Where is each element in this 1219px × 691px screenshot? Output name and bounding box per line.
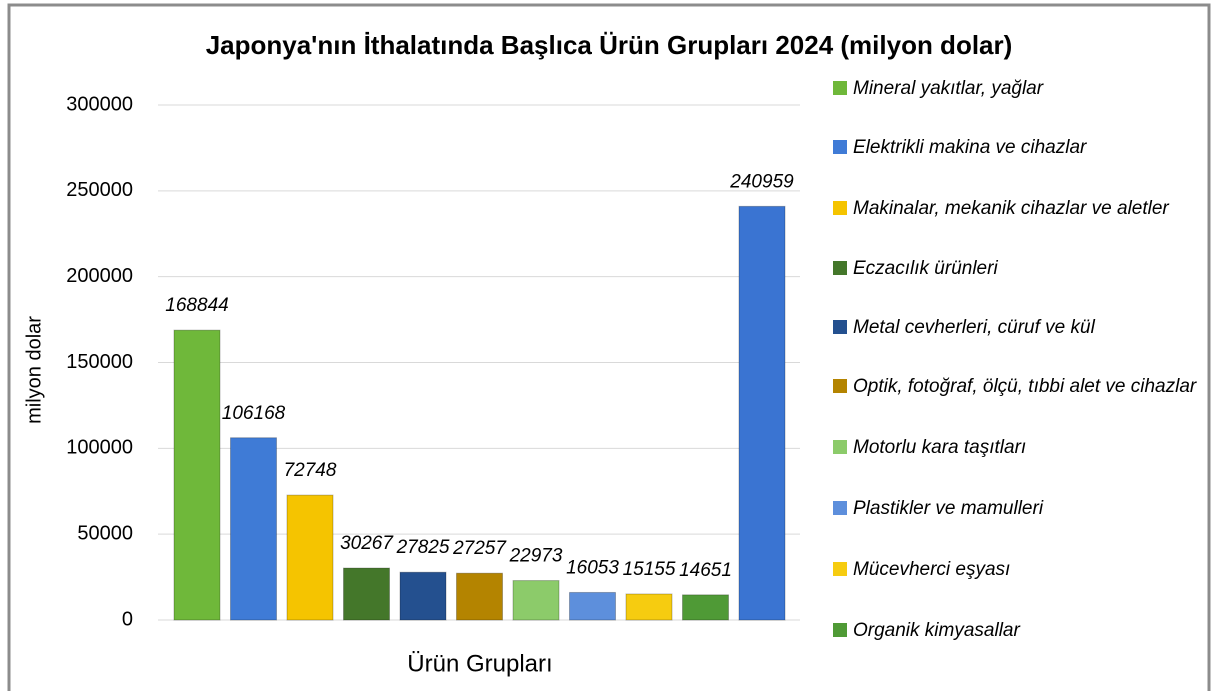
data-label: 22973 — [509, 546, 563, 567]
legend-item: Makinalar, mekanik cihazlar ve aletler — [833, 193, 1208, 224]
legend-label: Elektrikli makina ve cihazlar — [853, 137, 1087, 158]
bar — [569, 591, 616, 621]
y-tick-label: 200000 — [66, 265, 133, 287]
data-label: 30267 — [340, 533, 394, 554]
legend-swatch — [833, 140, 847, 154]
y-tick-label: 50000 — [77, 522, 133, 544]
legend-label: Optik, fotoğraf, ölçü, tıbbi alet ve cih… — [853, 376, 1197, 397]
legend-label: Mineral yakıtlar, yağlar — [853, 78, 1044, 99]
legend-swatch — [833, 81, 847, 95]
bar — [399, 571, 447, 621]
legend-item: Motorlu kara taşıtları — [833, 432, 1208, 463]
legend-swatch — [833, 623, 847, 637]
bar — [230, 437, 277, 621]
y-tick-label: 150000 — [66, 351, 133, 373]
bar — [456, 572, 503, 621]
legend-item: Mücevherci eşyası — [833, 554, 1208, 585]
data-label: 240959 — [729, 171, 794, 192]
data-label: 106168 — [222, 403, 286, 424]
data-label: 168844 — [165, 295, 228, 316]
legend-item: Plastikler ve mamulleri — [833, 493, 1208, 524]
legend-label: Metal cevherleri, cüruf ve kül — [853, 317, 1095, 338]
y-tick-label: 0 — [122, 608, 133, 630]
legend-item: Eczacılık ürünleri — [833, 253, 1208, 284]
data-label: 72748 — [284, 460, 337, 481]
legend-label: Makinalar, mekanik cihazlar ve aletler — [853, 198, 1169, 219]
legend-item: Metal cevherleri, cüruf ve kül — [833, 312, 1208, 343]
legend-swatch — [833, 379, 847, 393]
bar — [343, 567, 390, 621]
y-tick-label: 250000 — [66, 179, 133, 201]
bar — [625, 593, 673, 621]
legend-swatch — [833, 562, 847, 576]
x-axis-label: Ürün Grupları — [407, 650, 552, 677]
data-label: 15155 — [623, 559, 676, 580]
legend-label: Mücevherci eşyası — [853, 559, 1011, 580]
legend-swatch — [833, 261, 847, 275]
bar — [286, 494, 334, 621]
legend-item: Optik, fotoğraf, ölçü, tıbbi alet ve cih… — [833, 371, 1208, 402]
legend-swatch — [833, 501, 847, 515]
legend-label: Organik kimyasallar — [853, 620, 1020, 641]
legend-item: Elektrikli makina ve cihazlar — [833, 132, 1208, 163]
legend-swatch — [833, 320, 847, 334]
legend-item: Organik kimyasallar — [833, 615, 1208, 646]
legend-label: Motorlu kara taşıtları — [853, 437, 1027, 458]
data-label: 27257 — [452, 538, 507, 559]
y-tick-label: 100000 — [66, 437, 133, 459]
legend-label: Plastikler ve mamulleri — [853, 498, 1044, 519]
bar — [173, 329, 221, 621]
legend-label: Eczacılık ürünleri — [853, 258, 998, 279]
data-label: 14651 — [679, 560, 732, 581]
y-axis-label: milyon dolar — [23, 316, 45, 424]
legend-item: Mineral yakıtlar, yağlar — [833, 73, 1208, 104]
legend-swatch — [833, 201, 847, 215]
legend-swatch — [833, 440, 847, 454]
data-label: 27825 — [396, 537, 450, 558]
bar — [512, 580, 560, 621]
bar — [738, 205, 786, 621]
y-tick-label: 300000 — [66, 93, 133, 115]
bar — [682, 594, 729, 621]
data-label: 16053 — [566, 557, 619, 578]
chart-title: Japonya'nın İthalatında Başlıca Ürün Gru… — [206, 30, 1013, 60]
chart-border — [7, 3, 1211, 691]
